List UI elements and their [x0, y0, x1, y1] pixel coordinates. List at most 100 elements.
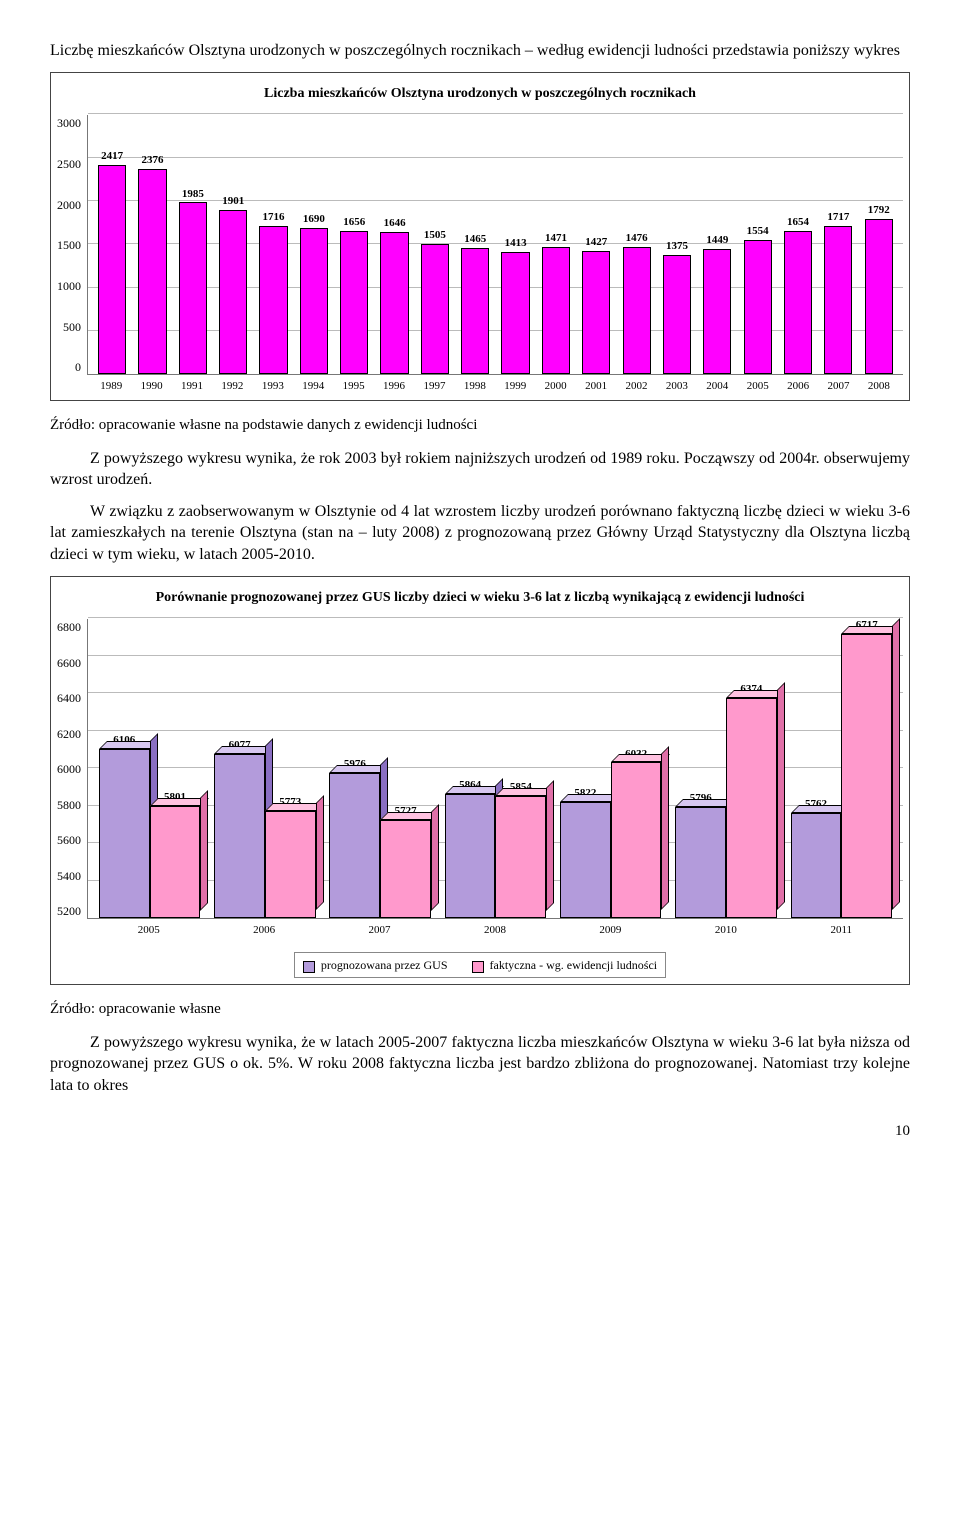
chart1-y-tick: 0 [75, 359, 81, 375]
intro-paragraph: Liczbę mieszkańców Olsztyna urodzonych w… [50, 40, 910, 62]
chart1-bar-value: 1505 [424, 228, 446, 243]
chart2-x-tick: 2011 [784, 923, 899, 938]
chart1-x-tick: 1993 [253, 379, 293, 394]
chart1-bar-value: 1554 [747, 224, 769, 239]
chart2-y-tick: 5400 [57, 868, 81, 884]
chart1-x-tick: 2004 [697, 379, 737, 394]
chart1-bar-value: 1716 [263, 210, 285, 225]
chart1-bar: 1471 [536, 115, 576, 374]
chart1-bar-value: 1654 [787, 215, 809, 230]
chart2-bar-group: 57626717 [784, 619, 899, 918]
chart2-y-tick: 6800 [57, 619, 81, 635]
chart1-x-tick: 1989 [91, 379, 131, 394]
chart-forecast-vs-actual: Porównanie prognozowanej przez GUS liczb… [50, 576, 910, 986]
chart1-bar: 1716 [253, 115, 293, 374]
chart1-bar: 2376 [132, 115, 172, 374]
chart1-x-tick: 1997 [414, 379, 454, 394]
chart1-x-tick: 1990 [131, 379, 171, 394]
chart1-bar: 1656 [334, 115, 374, 374]
chart2-bar-group: 59765727 [323, 619, 438, 918]
chart2-x-tick: 2009 [553, 923, 668, 938]
chart1-bar: 1476 [616, 115, 656, 374]
chart1-bar-value: 1646 [384, 216, 406, 231]
chart1-x-axis: 1989199019911992199319941995199619971998… [87, 375, 903, 394]
chart2-y-tick: 5800 [57, 797, 81, 813]
chart2-bar-group: 60775773 [207, 619, 322, 918]
chart1-bar-value: 1427 [585, 235, 607, 250]
chart2-y-tick: 6400 [57, 690, 81, 706]
chart1-x-tick: 2003 [657, 379, 697, 394]
chart1-title: Liczba mieszkańców Olsztyna urodzonych w… [57, 85, 903, 104]
chart2-y-tick: 6200 [57, 726, 81, 742]
chart1-bar: 1985 [173, 115, 213, 374]
chart1-x-tick: 1995 [333, 379, 373, 394]
chart1-bar: 1646 [374, 115, 414, 374]
chart2-x-tick: 2008 [437, 923, 552, 938]
chart1-x-tick: 2001 [576, 379, 616, 394]
chart1-x-tick: 1999 [495, 379, 535, 394]
chart2-y-tick: 6600 [57, 655, 81, 671]
chart1-bar: 1690 [294, 115, 334, 374]
chart2-title: Porównanie prognozowanej przez GUS liczb… [57, 589, 903, 608]
chart1-x-tick: 1994 [293, 379, 333, 394]
chart2-x-tick: 2007 [322, 923, 437, 938]
chart1-bar-value: 1985 [182, 187, 204, 202]
chart1-y-tick: 2500 [57, 156, 81, 172]
chart1-bar-value: 1471 [545, 231, 567, 246]
chart2-source: Źródło: opracowanie własne [50, 999, 910, 1019]
chart1-x-tick: 2000 [535, 379, 575, 394]
chart2-x-axis: 2005200620072008200920102011 [87, 919, 903, 938]
chart1-plot: 2417 2376 1985 1901 1716 1690 1656 1646 1505 1465… [87, 115, 903, 375]
chart1-bar: 1654 [778, 115, 818, 374]
chart1-y-axis: 300025002000150010005000 [57, 115, 87, 375]
chart2-y-tick: 6000 [57, 761, 81, 777]
chart2-bar-group: 57966374 [668, 619, 783, 918]
chart2-x-tick: 2005 [91, 923, 206, 938]
chart1-y-tick: 1000 [57, 278, 81, 294]
chart1-bar: 1554 [738, 115, 778, 374]
chart1-x-tick: 2008 [859, 379, 899, 394]
chart1-bar: 2417 [92, 115, 132, 374]
chart1-bar: 1792 [859, 115, 899, 374]
chart1-bar-value: 1656 [343, 215, 365, 230]
chart1-bar: 1505 [415, 115, 455, 374]
chart1-x-tick: 1992 [212, 379, 252, 394]
chart2-plot: 6106580160775773597657275864585458226032… [87, 619, 903, 919]
chart-births-by-year: Liczba mieszkańców Olsztyna urodzonych w… [50, 72, 910, 402]
chart1-bar-value: 1690 [303, 212, 325, 227]
chart2-y-tick: 5600 [57, 832, 81, 848]
chart1-bar: 1413 [495, 115, 535, 374]
chart1-bar-value: 1901 [222, 194, 244, 209]
chart1-x-tick: 2006 [778, 379, 818, 394]
chart2-x-tick: 2006 [206, 923, 321, 938]
chart1-bar-value: 1792 [868, 203, 890, 218]
legend-item-actual: faktyczna - wg. ewidencji ludności [472, 957, 658, 973]
page-number: 10 [50, 1121, 910, 1141]
analysis-para-2: W związku z zaobserwowanym w Olsztynie o… [50, 501, 910, 566]
legend-item-forecast: prognozowana przez GUS [303, 957, 448, 973]
chart1-bar-value: 1449 [706, 233, 728, 248]
chart1-x-tick: 2005 [738, 379, 778, 394]
chart1-bar-value: 1476 [626, 231, 648, 246]
chart1-bar-value: 2417 [101, 149, 123, 164]
chart2-x-tick: 2010 [668, 923, 783, 938]
chart1-source: Źródło: opracowanie własne na podstawie … [50, 415, 910, 435]
chart1-bar: 1375 [657, 115, 697, 374]
chart1-bar-value: 1375 [666, 239, 688, 254]
chart1-bar: 1901 [213, 115, 253, 374]
chart1-bar: 1717 [818, 115, 858, 374]
chart1-bar: 1449 [697, 115, 737, 374]
chart2-legend: prognozowana przez GUS faktyczna - wg. e… [294, 952, 666, 978]
chart1-x-tick: 1998 [455, 379, 495, 394]
chart2-y-axis: 6800 6600 6400 6200 6000 5800 5600 5400 5200 [57, 619, 87, 919]
chart1-bar: 1427 [576, 115, 616, 374]
chart2-bar-group: 61065801 [92, 619, 207, 918]
chart1-bar: 1465 [455, 115, 495, 374]
chart2-y-tick: 5200 [57, 903, 81, 919]
chart2-bar-group: 58645854 [438, 619, 553, 918]
conclusion-paragraph: Z powyższego wykresu wynika, że w latach… [50, 1032, 910, 1097]
analysis-para-1: Z powyższego wykresu wynika, że rok 2003… [50, 448, 910, 491]
chart1-y-tick: 1500 [57, 237, 81, 253]
chart1-bar-value: 1465 [464, 232, 486, 247]
chart1-x-tick: 1996 [374, 379, 414, 394]
